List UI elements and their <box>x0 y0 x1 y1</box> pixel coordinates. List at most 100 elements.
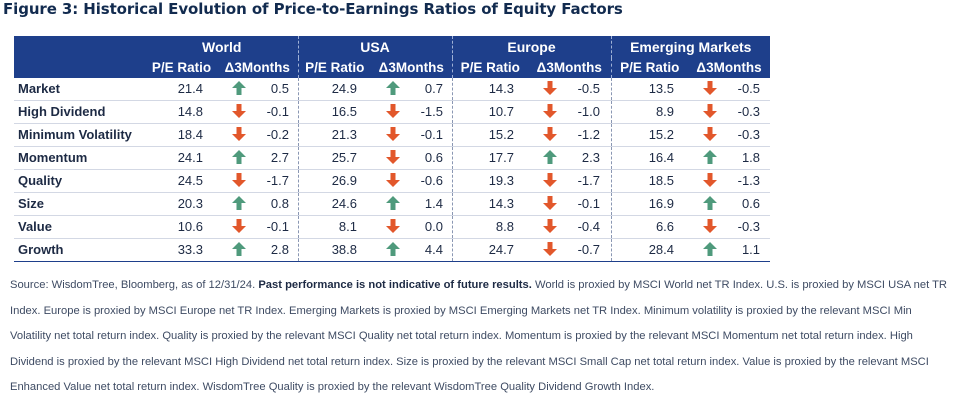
group-header-emerging-markets: Emerging Markets <box>610 36 771 58</box>
delta-value: -0.7 <box>577 242 600 257</box>
pe-ratio-cell: 14.8 <box>146 100 217 124</box>
pe-ratio-cell: 24.6 <box>297 192 371 216</box>
group-header-europe: Europe <box>451 36 612 58</box>
pe-ratio-cell: 17.7 <box>451 146 528 170</box>
pe-ratio-cell: 14.3 <box>451 192 528 216</box>
arrow-down-icon <box>385 218 401 234</box>
delta-cell: -0.1 <box>371 123 452 147</box>
pe-ratio-cell: 24.5 <box>146 169 217 193</box>
col-header-delta: Δ3Months <box>688 58 771 78</box>
table-row: Momentum 24.1 2.7 25.7 0.6 17.7 2.3 16.4 1.8 <box>14 146 771 170</box>
arrow-up-icon <box>231 195 247 211</box>
delta-cell: -0.3 <box>688 215 771 239</box>
pe-ratio-cell: 21.4 <box>146 78 217 101</box>
col-header-delta: Δ3Months <box>528 58 612 78</box>
delta-value: 0.8 <box>270 196 289 211</box>
delta-value: -1.2 <box>577 127 600 142</box>
delta-cell: 1.4 <box>371 192 452 216</box>
delta-cell: -0.5 <box>528 78 612 101</box>
pe-ratio-cell: 16.9 <box>610 192 689 216</box>
delta-value: -0.3 <box>737 104 761 119</box>
arrow-down-icon <box>702 103 718 119</box>
arrow-down-icon <box>231 103 247 119</box>
delta-cell: -0.1 <box>217 215 298 239</box>
delta-value: 1.1 <box>741 242 761 257</box>
delta-cell: 0.8 <box>217 192 298 216</box>
delta-cell: 0.0 <box>371 215 452 239</box>
row-label: Minimum Volatility <box>14 123 146 147</box>
arrow-up-icon <box>385 195 401 211</box>
pe-ratio-table: World USA Europe Emerging Markets P/E Ra… <box>14 36 771 262</box>
col-header-delta: Δ3Months <box>371 58 452 78</box>
delta-cell: 0.6 <box>688 192 771 216</box>
arrow-up-icon <box>702 149 718 165</box>
col-header-pe: P/E Ratio <box>610 58 689 78</box>
sub-header-row: P/E Ratio Δ3Months P/E Ratio Δ3Months P/… <box>14 58 771 78</box>
delta-value: 2.7 <box>270 150 289 165</box>
pe-ratio-cell: 18.4 <box>146 123 217 147</box>
row-label: Value <box>14 215 146 239</box>
delta-cell: -0.4 <box>528 215 612 239</box>
delta-cell: -0.1 <box>217 100 298 124</box>
table-row: Size 20.3 0.8 24.6 1.4 14.3 -0.1 16.9 0.6 <box>14 192 771 216</box>
delta-value: 2.3 <box>581 150 600 165</box>
delta-value: -0.3 <box>737 127 761 142</box>
delta-cell: -0.7 <box>528 238 612 262</box>
arrow-down-icon <box>702 218 718 234</box>
delta-value: 1.4 <box>424 196 443 211</box>
arrow-down-icon <box>542 126 558 142</box>
delta-value: -0.4 <box>577 219 600 234</box>
delta-cell: 1.8 <box>688 146 771 170</box>
delta-cell: -1.7 <box>528 169 612 193</box>
delta-cell: -1.5 <box>371 100 452 124</box>
delta-cell: 0.7 <box>371 78 452 101</box>
delta-value: 0.0 <box>424 219 443 234</box>
arrow-down-icon <box>542 195 558 211</box>
pe-ratio-cell: 26.9 <box>297 169 371 193</box>
col-header-pe: P/E Ratio <box>451 58 528 78</box>
source-note: Source: WisdomTree, Bloomberg, as of 12/… <box>10 273 955 401</box>
arrow-up-icon <box>385 241 401 257</box>
col-header-pe: P/E Ratio <box>297 58 371 78</box>
arrow-down-icon <box>231 126 247 142</box>
delta-value: -0.3 <box>737 219 761 234</box>
delta-cell: -0.1 <box>528 192 612 216</box>
row-label: High Dividend <box>14 100 146 124</box>
arrow-up-icon <box>231 149 247 165</box>
delta-cell: 2.7 <box>217 146 298 170</box>
table-row: Quality 24.5 -1.7 26.9 -0.6 19.3 -1.7 18.5 -1.3 <box>14 169 771 193</box>
arrow-down-icon <box>385 172 401 188</box>
pe-ratio-cell: 38.8 <box>297 238 371 262</box>
arrow-up-icon <box>542 149 558 165</box>
table-body: Market 21.4 0.5 24.9 0.7 14.3 -0.5 13.5 -0.5 High… <box>14 78 771 262</box>
pe-ratio-cell: 16.5 <box>297 100 371 124</box>
table-row: High Dividend 14.8 -0.1 16.5 -1.5 10.7 -1.0 8.9… <box>14 100 771 124</box>
pe-ratio-cell: 33.3 <box>146 238 217 262</box>
delta-value: -0.6 <box>420 173 443 188</box>
delta-value: 0.6 <box>424 150 443 165</box>
row-label: Growth <box>14 238 146 262</box>
delta-value: -0.1 <box>266 104 289 119</box>
row-label: Momentum <box>14 146 146 170</box>
delta-value: -0.1 <box>266 219 289 234</box>
delta-cell: 2.3 <box>528 146 612 170</box>
delta-cell: -0.6 <box>371 169 452 193</box>
delta-value: 0.5 <box>270 81 289 96</box>
row-label: Size <box>14 192 146 216</box>
delta-cell: -1.3 <box>688 169 771 193</box>
delta-value: -0.5 <box>577 81 600 96</box>
delta-value: -0.1 <box>420 127 443 142</box>
arrow-down-icon <box>542 80 558 96</box>
arrow-up-icon <box>231 241 247 257</box>
pe-ratio-cell: 14.3 <box>451 78 528 101</box>
pe-ratio-cell: 13.5 <box>610 78 689 101</box>
pe-ratio-cell: 15.2 <box>610 123 689 147</box>
group-header-row: World USA Europe Emerging Markets <box>14 36 771 58</box>
pe-ratio-cell: 10.7 <box>451 100 528 124</box>
delta-cell: -0.3 <box>688 123 771 147</box>
pe-ratio-cell: 8.1 <box>297 215 371 239</box>
arrow-down-icon <box>702 172 718 188</box>
row-label: Quality <box>14 169 146 193</box>
delta-cell: 2.8 <box>217 238 298 262</box>
delta-value: -1.7 <box>266 173 289 188</box>
